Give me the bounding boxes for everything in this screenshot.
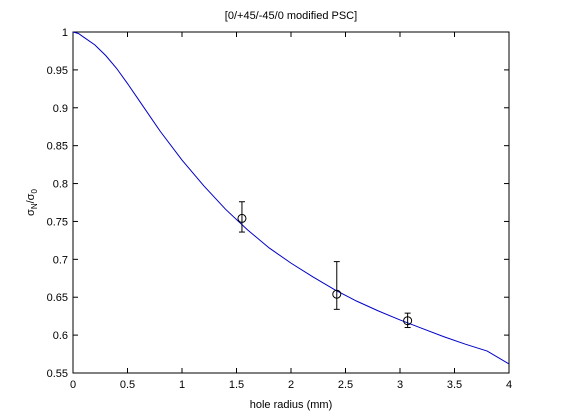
x-tick-label: 0 xyxy=(70,379,76,391)
x-axis-ticks: 0 0.5 1 1.5 2 2.5 3 3.5 4 xyxy=(70,32,512,391)
y-tick-label: 0.75 xyxy=(47,216,68,228)
y-tick-label: 0.95 xyxy=(47,65,68,77)
fit-curve-line xyxy=(72,31,510,365)
x-tick-label: 2.5 xyxy=(338,379,353,391)
y-tick-label: 1 xyxy=(62,27,68,39)
y-tick-label: 0.85 xyxy=(47,141,68,153)
series-layer xyxy=(72,31,510,365)
y-axis-label-sep: /σ xyxy=(25,193,37,203)
x-tick-label: 1 xyxy=(179,379,185,391)
x-tick-label: 3.5 xyxy=(447,379,462,391)
y-axis-ticks: 0.55 0.6 0.65 0.7 0.75 0.8 0.85 0.9 0.95 1 xyxy=(47,27,509,380)
y-axis-label: σN/σ0 xyxy=(25,189,39,216)
chart-title: [0/+45/-45/0 modified PSC] xyxy=(225,10,357,22)
x-tick-label: 1.5 xyxy=(229,379,244,391)
data-point-marker xyxy=(403,316,413,326)
y-tick-label: 0.7 xyxy=(53,254,68,266)
y-tick-label: 0.6 xyxy=(53,330,68,342)
y-tick-label: 0.55 xyxy=(47,368,68,380)
plot-area xyxy=(72,31,510,374)
x-tick-label: 3 xyxy=(397,379,403,391)
data-point-marker xyxy=(332,289,342,299)
y-axis-label-base: σ xyxy=(25,209,37,216)
y-axis-label-sub-num: N xyxy=(30,203,39,209)
x-axis-label: hole radius (mm) xyxy=(250,399,333,411)
y-axis-label-sub-den: 0 xyxy=(30,189,39,194)
y-tick-label: 0.9 xyxy=(53,103,68,115)
y-tick-label: 0.65 xyxy=(47,292,68,304)
x-tick-label: 0.5 xyxy=(120,379,135,391)
x-tick-label: 2 xyxy=(288,379,294,391)
x-tick-label: 4 xyxy=(506,379,512,391)
y-tick-label: 0.8 xyxy=(53,179,68,191)
data-point-marker xyxy=(237,213,247,223)
